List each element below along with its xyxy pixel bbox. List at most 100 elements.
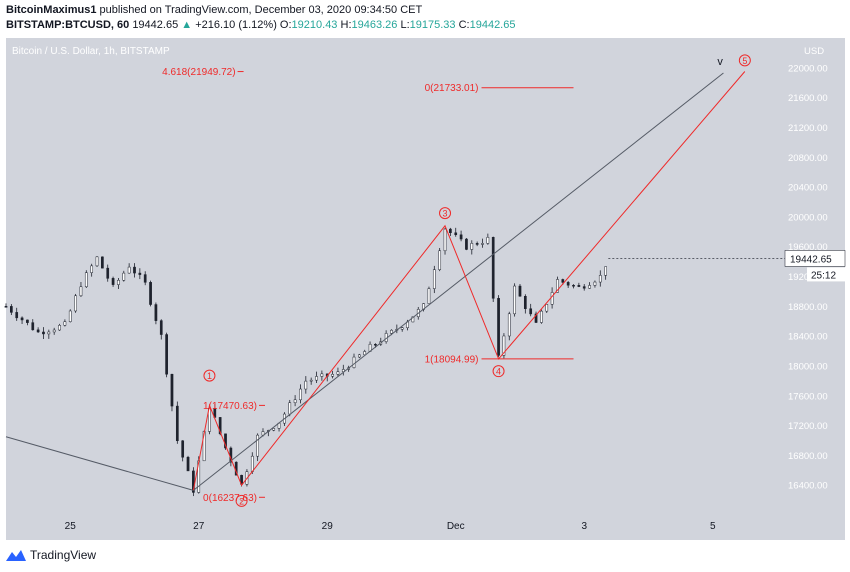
candle bbox=[186, 456, 190, 472]
candle bbox=[170, 373, 174, 407]
candle bbox=[534, 313, 538, 323]
fib-level-label: 0(21733.01) bbox=[425, 83, 479, 94]
time-axis-panel bbox=[6, 515, 845, 540]
candle bbox=[411, 316, 415, 323]
time-tick-label: 25 bbox=[65, 521, 77, 532]
candle bbox=[427, 288, 431, 304]
candle bbox=[181, 440, 185, 458]
candle bbox=[304, 380, 308, 390]
price-tick-label: 21200.00 bbox=[788, 123, 828, 134]
countdown-tag bbox=[807, 267, 845, 282]
price-tick-label: 16800.00 bbox=[788, 451, 828, 462]
wave-count-circle bbox=[439, 207, 452, 220]
candle bbox=[572, 284, 575, 287]
candle bbox=[256, 434, 259, 457]
candle bbox=[58, 325, 61, 331]
candle bbox=[52, 329, 56, 333]
candle bbox=[341, 369, 345, 372]
candle bbox=[358, 354, 361, 358]
candle bbox=[491, 237, 495, 299]
open-label: O: bbox=[279, 19, 292, 31]
candle bbox=[529, 308, 533, 315]
open-value: 19210.43 bbox=[291, 19, 338, 31]
price-chart[interactable]: Bitcoin / U.S. Dollar, 1h, BITSTAMP 16400… bbox=[0, 0, 850, 545]
time-tick-label: 29 bbox=[322, 521, 334, 532]
time-tick-label: 27 bbox=[193, 521, 205, 532]
candle bbox=[106, 267, 110, 279]
trendline-upper bbox=[193, 72, 724, 491]
candle bbox=[331, 374, 334, 377]
candle bbox=[10, 306, 13, 313]
candle bbox=[545, 304, 549, 312]
candle bbox=[31, 322, 35, 331]
candle bbox=[523, 296, 527, 309]
candle bbox=[561, 279, 565, 283]
price-tick-label: 17600.00 bbox=[788, 391, 828, 402]
candle bbox=[432, 269, 436, 289]
low-value: 19175.33 bbox=[409, 19, 456, 31]
candle bbox=[154, 304, 158, 321]
candle bbox=[550, 292, 554, 305]
high-label: H: bbox=[340, 19, 352, 31]
chart-title: Bitcoin / U.S. Dollar, 1h, BITSTAMP bbox=[12, 46, 170, 57]
fib-level-label: 0(16237.63) bbox=[203, 493, 257, 504]
candle bbox=[315, 376, 318, 381]
candle bbox=[133, 266, 136, 274]
symbol-label[interactable]: BITSTAMP:BTCUSD, 60 bbox=[6, 19, 130, 31]
time-tick-label: 5 bbox=[710, 521, 716, 532]
time-tick-label: 3 bbox=[581, 521, 587, 532]
candle bbox=[74, 295, 77, 312]
candle bbox=[288, 402, 292, 415]
candle bbox=[465, 238, 468, 250]
candle bbox=[79, 286, 83, 297]
candle bbox=[540, 310, 543, 323]
currency-label: USD bbox=[804, 46, 824, 57]
fib-level-label: 1(18094.99) bbox=[425, 354, 479, 365]
author-name[interactable]: BitcoinMaximus1 bbox=[6, 4, 97, 16]
candle bbox=[250, 455, 254, 472]
countdown-tag-text: 25:12 bbox=[811, 270, 836, 281]
fib-level-label: 1(17470.63) bbox=[203, 401, 257, 412]
candle bbox=[593, 281, 597, 286]
candle bbox=[224, 433, 227, 449]
high-value: 19463.26 bbox=[351, 19, 398, 31]
wave-count-label: 3 bbox=[443, 209, 448, 219]
price-tick-label: 18400.00 bbox=[788, 332, 828, 343]
wave-path bbox=[192, 71, 746, 491]
candle bbox=[507, 313, 511, 337]
candle bbox=[598, 275, 602, 283]
price-tick-label: 20000.00 bbox=[788, 212, 828, 223]
candle bbox=[566, 282, 570, 286]
candle bbox=[95, 256, 99, 267]
candle bbox=[143, 274, 147, 283]
candle bbox=[459, 234, 463, 240]
wave-count-label: 5 bbox=[742, 56, 747, 66]
price-tick-label: 20800.00 bbox=[788, 153, 828, 164]
price-tick-label: 18000.00 bbox=[788, 361, 828, 372]
plot-area bbox=[6, 38, 785, 515]
tradingview-logo-icon bbox=[6, 550, 26, 561]
wave-count-label: 1 bbox=[207, 371, 212, 381]
candle bbox=[117, 280, 120, 285]
footer-brand-text[interactable]: TradingView bbox=[30, 548, 97, 562]
time-tick-label: Dec bbox=[447, 521, 465, 532]
close-label: C: bbox=[458, 19, 470, 31]
candle bbox=[26, 319, 29, 323]
last-price-tag bbox=[784, 250, 846, 267]
last-price-tag-text: 19442.65 bbox=[790, 254, 832, 265]
wave-count-circle bbox=[235, 494, 248, 507]
up-arrow-icon: ▲ bbox=[181, 19, 193, 31]
candle bbox=[127, 266, 131, 274]
candle bbox=[4, 306, 8, 308]
candle bbox=[374, 343, 377, 346]
price-tick-label: 19600.00 bbox=[788, 242, 828, 253]
price-change: +216.10 (1.12%) bbox=[195, 19, 277, 31]
candle bbox=[400, 327, 404, 330]
candle bbox=[556, 279, 559, 293]
wave-count-circle bbox=[738, 54, 751, 67]
candle bbox=[363, 351, 367, 356]
candle bbox=[390, 329, 393, 334]
candle bbox=[42, 331, 45, 335]
candle bbox=[475, 243, 479, 245]
candle bbox=[336, 371, 340, 375]
